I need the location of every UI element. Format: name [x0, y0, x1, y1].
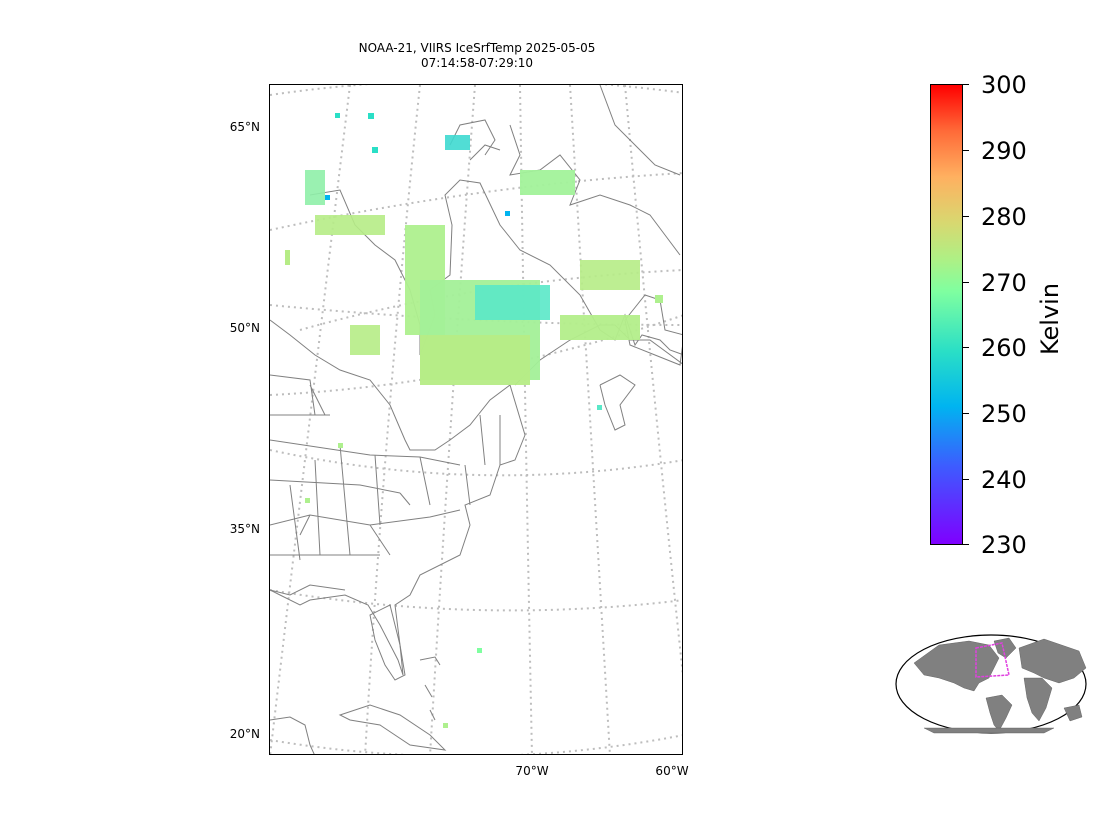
parallel-35	[270, 589, 682, 612]
ice-temperature-swath	[285, 113, 663, 728]
meridian-60	[624, 85, 682, 676]
parallel-40	[270, 449, 682, 477]
ice-point-3	[372, 147, 378, 153]
colorbar-label-280: 280	[981, 203, 1027, 231]
parallel-55	[299, 269, 682, 331]
colorbar-tick	[963, 479, 969, 480]
ice-cluster-newfoundland	[580, 260, 640, 290]
mexico-coast	[270, 716, 315, 754]
ice-point-5	[505, 211, 510, 216]
ice-cluster-labrador	[520, 170, 575, 195]
st-lawrence	[514, 324, 682, 431]
meridian-65	[569, 85, 611, 754]
ice-point-1	[335, 113, 340, 118]
graticule	[270, 85, 682, 754]
ice-point-6	[477, 648, 482, 653]
colorbar-label-270: 270	[981, 269, 1027, 297]
region-outline	[975, 642, 1010, 678]
ice-cluster-ungava	[445, 135, 470, 150]
colorbar-tick	[963, 544, 969, 545]
colorbar-tick	[963, 84, 969, 85]
parallel-65	[270, 85, 682, 96]
colorbar	[930, 84, 963, 545]
map-canvas	[270, 85, 682, 754]
colorbar-tick	[963, 282, 969, 283]
bahamas	[419, 656, 441, 721]
parallel-45	[270, 314, 682, 396]
colorbar-tick	[963, 216, 969, 217]
gulf-coast	[270, 584, 346, 596]
ice-point-11	[655, 295, 663, 303]
ice-cluster-gulf-stlawrence	[560, 315, 640, 340]
coastlines	[270, 85, 682, 754]
colorbar-tick	[963, 150, 969, 151]
lat-label-20: 20°N	[229, 727, 260, 741]
north-america	[913, 640, 1000, 692]
colorbar-label-240: 240	[981, 466, 1027, 494]
inset-globe-map	[895, 634, 1087, 734]
colorbar-label-230: 230	[981, 531, 1027, 559]
ice-cluster-central	[475, 285, 550, 320]
ice-point-10	[597, 405, 602, 410]
colorbar-tick	[963, 347, 969, 348]
eurasia	[1018, 638, 1087, 684]
lat-label-50: 50°N	[229, 321, 260, 335]
us-state-borders	[270, 374, 501, 561]
florida	[369, 604, 406, 681]
ice-point-8	[338, 443, 343, 448]
cuba	[338, 704, 447, 751]
newfoundland	[624, 294, 682, 366]
map-panel[interactable]	[269, 84, 683, 755]
ice-point-12	[285, 250, 290, 265]
meridian-80	[364, 85, 421, 754]
lon-label-60w: 60°W	[655, 764, 689, 778]
ice-cluster-hudson	[305, 170, 325, 205]
meridian-75	[429, 85, 476, 754]
ice-point-2	[368, 113, 374, 119]
lat-label-65: 65°N	[229, 120, 260, 134]
lat-label-35: 35°N	[229, 522, 260, 536]
title-line-2: 07:14:58-07:29:10	[420, 56, 534, 70]
south-america	[985, 694, 1013, 732]
antarctica	[923, 727, 1055, 734]
colorbar-label-250: 250	[981, 400, 1027, 428]
ice-point-7	[443, 723, 448, 728]
colorbar-label-300: 300	[981, 71, 1027, 99]
parallel-25	[270, 734, 682, 754]
parallel-60	[270, 172, 682, 231]
colorbar-tick	[963, 413, 969, 414]
ice-cluster-quebec-south	[420, 335, 530, 385]
globe-land	[913, 637, 1087, 734]
colorbar-title: Kelvin	[1036, 282, 1064, 355]
east-coast	[270, 319, 526, 676]
ice-cluster-west	[315, 215, 385, 235]
title-line-1: NOAA-21, VIIRS IceSrfTemp 2025-05-05	[358, 41, 596, 55]
lon-label-70w: 70°W	[515, 764, 549, 778]
map-title: NOAA-21, VIIRS IceSrfTemp 2025-05-05 07:…	[270, 41, 684, 71]
australia	[1063, 704, 1083, 722]
colorbar-label-260: 260	[981, 334, 1027, 362]
baffin-coast	[449, 85, 681, 176]
africa	[1023, 677, 1053, 722]
ice-point-9	[305, 498, 310, 503]
ice-point-4	[325, 195, 330, 200]
ice-cluster-ontario	[350, 325, 380, 355]
colorbar-label-290: 290	[981, 137, 1027, 165]
